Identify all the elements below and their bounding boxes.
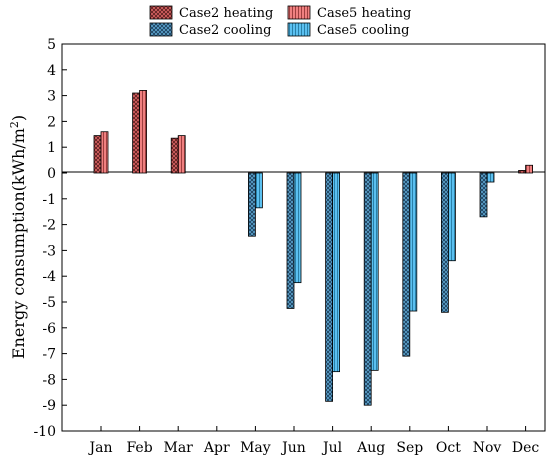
- bar-case2-cooling-oct: [440, 172, 449, 313]
- bar-case5-cooling-jul: [332, 172, 341, 373]
- legend-label: Case2 cooling: [179, 23, 271, 38]
- x-tick-label: Jan: [88, 440, 113, 456]
- x-tick-label: Mar: [164, 440, 194, 456]
- y-tick-label: 3: [47, 89, 56, 105]
- x-tick-label: Nov: [473, 440, 502, 456]
- bar-case2-cooling-nov: [479, 172, 488, 218]
- y-tick-label: -8: [42, 372, 56, 388]
- bar-case2-heating-jan: [93, 135, 102, 174]
- bars: [93, 90, 533, 406]
- legend-swatch: [149, 22, 173, 37]
- y-tick-label: -2: [42, 218, 56, 234]
- x-tick-label: Aug: [356, 440, 385, 456]
- y-tick-label: 4: [47, 63, 56, 79]
- y-tick-label: -10: [33, 424, 56, 440]
- bar-case5-cooling-oct: [447, 172, 456, 262]
- legend-swatch: [149, 5, 173, 20]
- y-tick-label: -1: [42, 192, 56, 208]
- x-tick-label: Sep: [396, 440, 423, 456]
- y-tick-label: -6: [42, 321, 56, 337]
- bar-case5-cooling-sep: [409, 172, 418, 312]
- y-tick-label: -7: [42, 347, 56, 363]
- x-tick-label: Jul: [321, 440, 343, 456]
- bar-case5-cooling-nov: [486, 172, 495, 183]
- x-tick-label: Dec: [512, 440, 540, 456]
- legend-label: Case5 heating: [317, 6, 411, 21]
- legend: Case2 heating Case5 heating Case2 cooling C…: [149, 5, 411, 38]
- bar-case2-cooling-sep: [402, 172, 411, 357]
- y-tick-label: -4: [42, 269, 56, 285]
- x-tick-label: Feb: [126, 440, 152, 456]
- y-tick-label: 0: [47, 166, 56, 182]
- legend-label: Case2 heating: [179, 6, 273, 21]
- y-axis: 5 4 3 2 1 0 -1 -2 -3 -4 -5 -6 -7 -8 -9 -10: [33, 37, 67, 440]
- y-tick-label: 2: [47, 114, 56, 130]
- plot-frame: [61, 43, 546, 432]
- bar-case5-cooling-may: [254, 172, 263, 209]
- legend-swatch: [287, 22, 311, 37]
- bar-case5-cooling-jun: [293, 172, 302, 284]
- bar-case5-heating-jan: [100, 131, 109, 174]
- bar-case5-cooling-aug: [370, 172, 379, 371]
- bar-case2-heating-dec: [518, 170, 526, 174]
- y-tick-label: -9: [42, 398, 56, 414]
- bar-case2-heating-mar: [170, 137, 179, 174]
- y-axis-title: Energy consumption(kWh/m2): [8, 115, 28, 359]
- bar-case2-cooling-jul: [325, 172, 334, 402]
- x-tick-label: Oct: [436, 440, 461, 456]
- y-tick-label: 5: [47, 37, 56, 53]
- x-axis: Jan Feb Mar Apr May Jun Jul Aug Sep Oct Nov Dec: [88, 426, 540, 456]
- bar-case2-cooling-may: [247, 172, 256, 237]
- y-tick-label: -3: [42, 243, 56, 259]
- bar-case5-heating-mar: [177, 135, 186, 174]
- y-tick-label: 1: [47, 140, 56, 156]
- legend-label: Case5 cooling: [317, 23, 409, 38]
- bar-case2-cooling-jun: [286, 172, 295, 309]
- y-tick-label: -5: [42, 295, 56, 311]
- legend-swatch: [287, 5, 311, 20]
- x-tick-label: Jun: [280, 440, 306, 456]
- bar-case5-heating-dec: [525, 164, 533, 174]
- x-tick-label: Apr: [203, 440, 230, 456]
- bar-case2-cooling-aug: [363, 172, 372, 406]
- bar-case5-heating-feb: [139, 90, 148, 174]
- x-tick-label: May: [240, 440, 271, 456]
- bar-case2-heating-feb: [132, 92, 141, 174]
